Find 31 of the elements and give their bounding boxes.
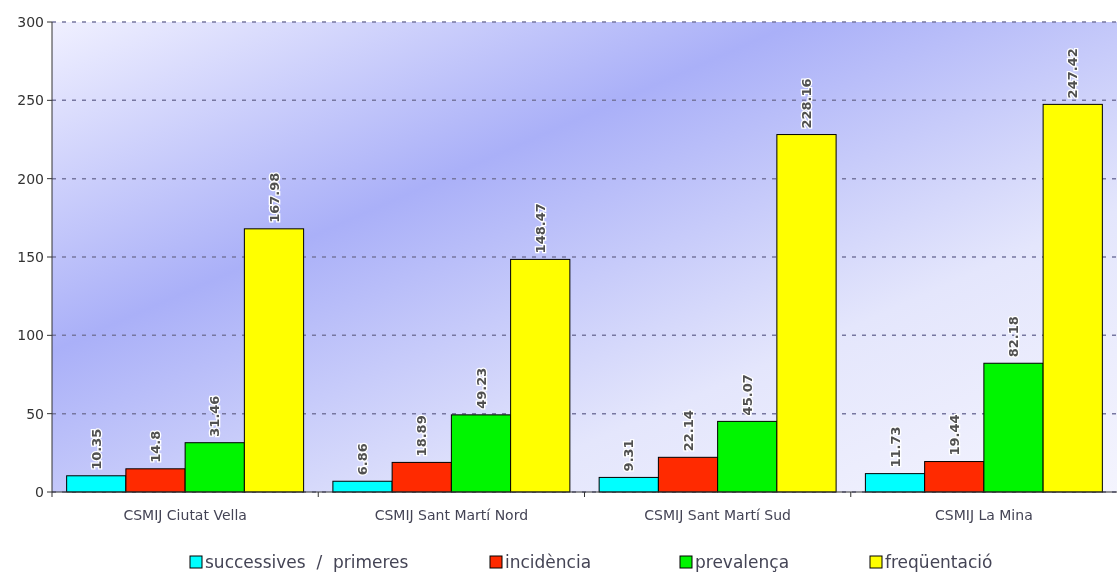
data-label: 11.73 — [887, 426, 903, 468]
data-label: 9.31 — [621, 439, 637, 472]
x-tick-label: CSMIJ Ciutat Vella — [123, 507, 247, 523]
data-label: 167.98 — [266, 172, 282, 223]
x-tick-label: CSMIJ Sant Martí Nord — [374, 507, 529, 523]
y-tick-label: 0 — [35, 483, 44, 500]
data-label: 45.07 — [739, 374, 755, 416]
legend-label: prevalença — [695, 552, 790, 572]
x-tick-label: CSMIJ Sant Martí Sud — [644, 507, 791, 523]
data-label: 10.35 — [88, 428, 104, 470]
legend-label: incidència — [505, 552, 592, 572]
y-tick-label: 300 — [17, 13, 44, 30]
data-label: 82.18 — [1006, 316, 1022, 358]
data-label: 14.8 — [148, 430, 164, 463]
y-tick-label: 200 — [17, 170, 44, 187]
legend-label: freqüentació — [885, 552, 993, 572]
y-tick-label: 150 — [17, 248, 44, 265]
legend-label: successives / primeres — [205, 552, 409, 572]
data-label: 6.86 — [355, 443, 371, 476]
data-label: 228.16 — [799, 78, 815, 129]
data-label: 31.46 — [207, 395, 223, 437]
y-tick-label: 50 — [26, 405, 44, 422]
data-label: 22.14 — [680, 410, 696, 452]
data-label: 247.42 — [1065, 48, 1081, 99]
data-label: 19.44 — [946, 414, 962, 456]
data-label: 148.47 — [532, 203, 548, 254]
y-tick-label: 100 — [17, 327, 44, 344]
y-tick-label: 250 — [17, 92, 44, 109]
data-label: 49.23 — [473, 367, 489, 409]
x-tick-label: CSMIJ La Mina — [935, 507, 1033, 523]
data-label: 18.89 — [414, 415, 430, 457]
